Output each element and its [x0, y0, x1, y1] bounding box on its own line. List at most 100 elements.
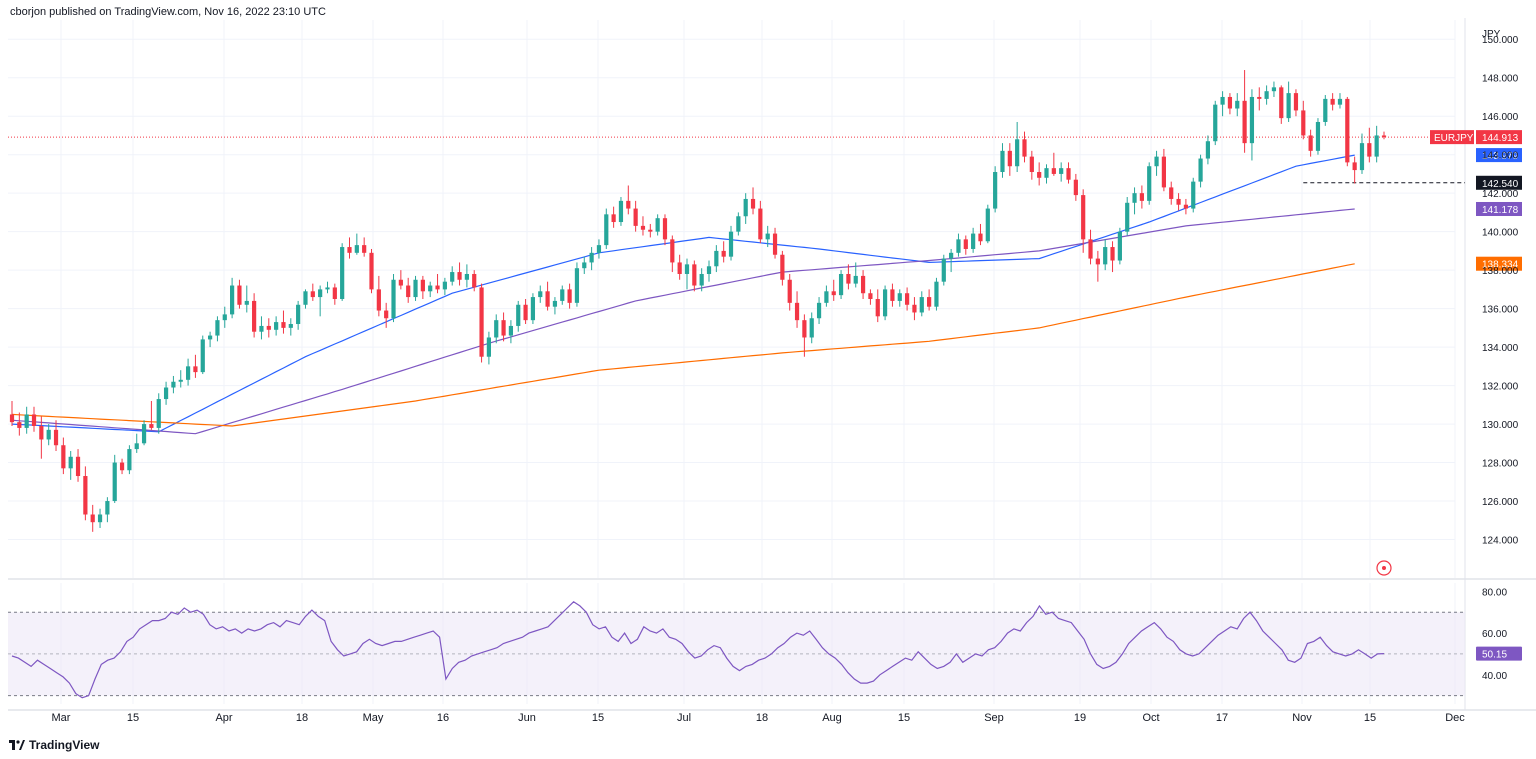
tradingview-brand-text: TradingView — [29, 738, 100, 752]
candle-body — [728, 231, 734, 257]
candle-body — [259, 325, 264, 332]
candle-body — [919, 297, 924, 313]
candle-body — [677, 262, 682, 274]
candle-body — [127, 449, 132, 471]
candle-body — [296, 304, 301, 325]
chart-grid — [8, 18, 1536, 711]
price-tick-label: 150.000 — [1482, 35, 1519, 46]
price-tick-label: 130.000 — [1482, 420, 1519, 431]
candle-body — [1161, 156, 1166, 188]
time-tick-label: 19 — [1074, 712, 1086, 724]
time-tick-label: Mar — [52, 712, 71, 724]
candle-body — [802, 320, 807, 338]
candle-body — [1066, 168, 1071, 180]
candle-body — [354, 245, 359, 253]
candle-body — [941, 258, 946, 282]
candle-body — [699, 273, 704, 286]
candle-body — [222, 314, 227, 321]
candle-body — [391, 279, 396, 319]
candle-body — [178, 379, 183, 382]
candle-body — [868, 293, 873, 299]
candle-body — [1125, 202, 1130, 232]
candle-body — [772, 233, 778, 255]
candle-body — [1059, 168, 1064, 174]
candle-body — [1242, 100, 1247, 144]
candle-body — [993, 172, 998, 209]
candle-body — [134, 443, 139, 450]
candle-body — [530, 297, 536, 321]
candle-body — [1315, 121, 1321, 151]
candle-body — [596, 245, 602, 253]
time-tick-label: 16 — [437, 712, 449, 724]
publisher-header: cborjon published on TradingView.com, No… — [10, 6, 326, 18]
candle-body — [824, 291, 829, 303]
candle-body — [1073, 179, 1078, 196]
tradingview-logo[interactable]: TradingView — [9, 738, 99, 752]
price-tick-label: 142.000 — [1482, 189, 1519, 200]
candle-body — [1044, 168, 1049, 178]
candle-body — [1323, 98, 1328, 122]
candle-body — [171, 381, 176, 388]
rsi-last-value-badge — [1476, 646, 1522, 661]
moving-average-line — [11, 154, 1355, 433]
candle-body — [1249, 96, 1255, 144]
price-annotations: EURJPY 144.913 143.979 142.540 141.178 138.33… — [1376, 130, 1522, 576]
candle-body — [853, 275, 858, 284]
time-tick-label: Aug — [822, 712, 842, 724]
candle-body — [1286, 93, 1291, 119]
candle-body — [274, 322, 279, 330]
candle-body — [1198, 158, 1203, 182]
candle-body — [1359, 143, 1365, 171]
candle-body — [670, 239, 675, 263]
candle-body — [75, 456, 81, 477]
candle-body — [714, 250, 719, 267]
candle-body — [1227, 96, 1233, 109]
price-tick-label: 146.000 — [1482, 112, 1519, 123]
candle-body — [985, 208, 990, 242]
candle-body — [1205, 141, 1211, 159]
rsi-last-value: 50.15 — [1482, 650, 1507, 661]
candle-body — [1103, 247, 1108, 265]
candle-body — [163, 387, 169, 400]
candle-body — [787, 279, 792, 303]
candle-body — [156, 399, 161, 428]
candle-body — [897, 293, 902, 301]
candle-body — [252, 300, 257, 332]
moving-average-lines — [8, 136, 1465, 435]
time-tick-label: 18 — [756, 712, 768, 724]
candle-body — [978, 233, 983, 242]
candle-body — [237, 285, 242, 305]
candle-body — [516, 304, 521, 326]
candle-body — [1007, 150, 1012, 167]
candle-body — [1081, 195, 1086, 240]
candle-body — [501, 320, 506, 336]
candle-body — [61, 445, 66, 469]
candle-body — [46, 429, 51, 440]
price-value-badge — [1476, 148, 1522, 163]
candle-body — [1213, 104, 1218, 142]
candle-body — [442, 281, 447, 290]
candle-body — [1015, 139, 1020, 167]
candle-body — [17, 422, 22, 428]
currency-label: JPY — [1482, 29, 1501, 40]
candle-body — [743, 198, 748, 217]
candle-body — [1293, 93, 1299, 111]
candle-body — [1235, 100, 1240, 109]
candle-body — [310, 291, 315, 298]
candle-body — [281, 322, 286, 328]
rsi-tick-label: 60.00 — [1482, 629, 1507, 640]
candle-body — [640, 225, 646, 230]
candle-body — [662, 218, 668, 240]
price-tick-label: 138.000 — [1482, 266, 1519, 277]
candle-body — [949, 252, 954, 259]
candle-body — [340, 247, 345, 299]
candle-body — [816, 302, 822, 319]
candle-body — [875, 299, 880, 317]
symbol-badge — [1430, 130, 1474, 145]
price-tick-label: 148.000 — [1482, 74, 1519, 85]
candle-body — [882, 289, 888, 317]
candle-body — [39, 425, 44, 440]
price-value-label: 143.979 — [1482, 151, 1519, 162]
candle-body — [1374, 135, 1379, 157]
